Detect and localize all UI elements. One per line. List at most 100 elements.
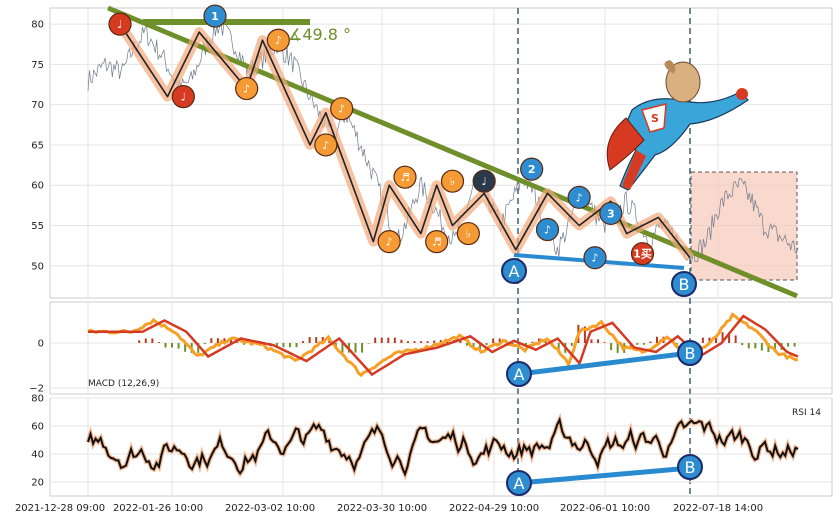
macd-histogram-bar: [498, 338, 501, 343]
wave-marker-label: 1买: [633, 248, 652, 261]
x-tick: 2022-06-01 10:00: [560, 503, 650, 514]
macd-histogram-bar: [171, 343, 174, 348]
divergence-line-rsi: [518, 465, 691, 486]
panel-rsi: [49, 397, 833, 497]
wave-marker-label: ♪: [275, 34, 282, 47]
macd-histogram-bar: [144, 338, 147, 343]
marker-a-rsi: [506, 470, 532, 496]
wave-marker: [171, 85, 195, 109]
macd-histogram-bar: [636, 343, 639, 345]
macd-histogram-bar: [734, 335, 737, 343]
x-tick: 2022-03-30 10:00: [337, 503, 427, 514]
macd-histogram-bar: [184, 343, 187, 352]
marker-b-rsi-label: B: [685, 458, 696, 477]
macd-histogram-bar: [282, 343, 285, 348]
wave-marker-label: ♪: [322, 139, 329, 152]
macd-histogram-bar: [741, 343, 744, 346]
marker-a-rsi-label: A: [514, 474, 525, 493]
mascot-ear: [664, 60, 676, 74]
y-tick-macd: 0: [38, 339, 44, 350]
macd-histogram-bar: [570, 343, 573, 346]
wave-marker-label: 1: [211, 10, 219, 23]
wave-marker-label: ♪: [544, 224, 551, 237]
macd-histogram-bar: [649, 341, 652, 343]
y-tick-price: 65: [31, 140, 44, 151]
macd-histogram-bar: [557, 343, 560, 353]
wave-marker: [235, 76, 259, 101]
macd-histogram-bar: [138, 340, 141, 343]
macd-histogram-bar: [518, 343, 521, 347]
wave-marker: [630, 242, 655, 266]
marker-a-price-label: A: [509, 262, 520, 281]
wave-marker: [440, 169, 465, 193]
wave-marker: [472, 169, 496, 193]
macd-label: MACD (12,26,9): [88, 379, 159, 389]
y-tick-price: 75: [31, 60, 44, 71]
macd-histogram-bar: [341, 343, 344, 353]
marker-a-price: [501, 258, 527, 284]
wave-marker: [583, 246, 607, 270]
mascot-cape: [606, 117, 645, 171]
marker-b-macd: [677, 340, 703, 366]
macd-histogram-bar: [701, 337, 704, 343]
wave-marker-label: ♪: [338, 103, 345, 116]
marker-a-macd: [506, 361, 532, 387]
wave-marker-label: 2: [528, 163, 536, 176]
macd-histogram-bar: [420, 341, 423, 343]
macd-histogram-bar: [380, 337, 383, 343]
macd-histogram-bar: [760, 343, 763, 351]
marker-b-price: [671, 271, 697, 297]
y-tick-macd: −2: [29, 384, 44, 395]
mascot-fist: [736, 88, 748, 100]
macd-histogram-bar: [433, 340, 436, 343]
wave-marker: [425, 230, 449, 254]
y-tick-rsi: 60: [31, 422, 44, 433]
marker-b-price-label: B: [679, 275, 690, 294]
macd-histogram-bar: [603, 342, 606, 343]
mascot-boot: [622, 150, 646, 190]
wave-marker-label: ♬: [432, 236, 442, 249]
macd-histogram-bar: [236, 342, 239, 343]
wave-marker: [567, 185, 591, 209]
macd-histogram-bar: [387, 337, 390, 343]
macd-histogram-bar: [302, 341, 305, 343]
wave-marker-label: 3: [607, 207, 615, 220]
wave-marker: [599, 201, 623, 226]
macd-histogram-bar: [275, 343, 278, 348]
macd-histogram-bar: [767, 343, 770, 352]
macd-signal-line: [88, 314, 799, 377]
rsi-line: [87, 416, 799, 477]
macd-histogram-bar: [531, 341, 534, 343]
macd-histogram-bar: [708, 337, 711, 343]
wave-marker: [535, 217, 560, 242]
wave-marker-label: ♭: [466, 228, 471, 241]
macd-histogram-bar: [223, 338, 226, 343]
macd-histogram-bar: [728, 332, 731, 343]
x-tick: 2022-01-26 10:00: [113, 503, 203, 514]
wave-marker-label: ♬: [400, 171, 410, 184]
mascot-emblem-letter: S: [651, 112, 659, 125]
wave-marker-label: ♩: [482, 175, 487, 188]
x-tick: 2022-04-29 10:00: [449, 503, 539, 514]
macd-histogram-bar: [177, 343, 180, 349]
macd-histogram-bar: [308, 337, 311, 343]
wave-marker: [520, 157, 544, 181]
wave-marker: [203, 4, 227, 28]
macd-histogram-bar: [354, 343, 357, 353]
x-tick: 2021-12-28 09:00: [15, 503, 105, 514]
macd-histogram-bar: [479, 343, 482, 350]
rsi-label: RSI 14: [792, 408, 821, 418]
macd-histogram-bar: [485, 343, 488, 345]
macd-histogram-bar: [787, 343, 790, 347]
mascot-emblem: [641, 103, 667, 133]
macd-histogram-bar: [413, 341, 416, 343]
marker-b-macd-label: B: [685, 344, 696, 363]
macd-histogram-bar: [406, 341, 409, 343]
wave-marker-label: ♩: [181, 91, 186, 104]
macd-histogram-bar: [492, 338, 495, 343]
macd-histogram-bar: [321, 337, 324, 343]
y-tick-price: 80: [31, 20, 44, 31]
macd-histogram-bar: [747, 343, 750, 349]
macd-histogram-bar: [590, 339, 593, 343]
